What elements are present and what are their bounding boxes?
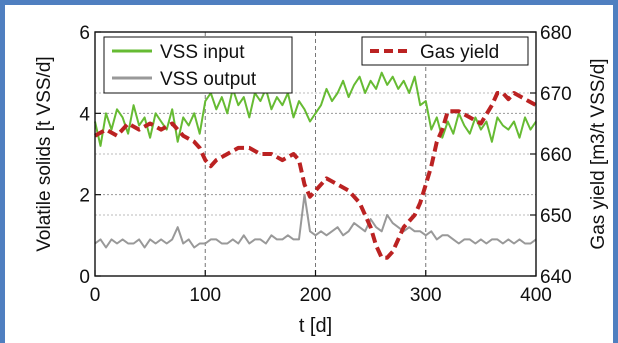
- y2-tick-label: 640: [540, 267, 572, 288]
- y-tick-label: 4: [79, 104, 90, 125]
- y2-tick-label: 650: [540, 206, 572, 227]
- x-tick-label: 300: [410, 285, 442, 306]
- legend-label-vss-output: VSS output: [160, 69, 257, 90]
- y2-tick-label: 680: [540, 23, 572, 44]
- y2-tick-label: 660: [540, 145, 572, 166]
- tick-layer: 0 100 200 300 400 0 2 4 6 640 650 660 670 680: [79, 23, 571, 306]
- y-tick-label: 2: [79, 186, 90, 207]
- series-line-vss-input: [94, 71, 537, 147]
- y-axis-label: Volatile solids [t VSS/d]: [34, 56, 55, 251]
- x-tick-label: 0: [90, 285, 101, 306]
- y-tick-label: 6: [79, 23, 90, 44]
- x-tick-label: 200: [300, 285, 332, 306]
- series-line-vss-output: [94, 193, 537, 249]
- legend-label-vss-input: VSS input: [160, 42, 245, 63]
- series-line-gas-yield: [94, 91, 537, 260]
- y2-tick-label: 670: [540, 84, 572, 105]
- legend-left-box: [103, 36, 293, 94]
- legend-label-gas-yield: Gas yield: [420, 42, 499, 63]
- x-tick-label: 400: [520, 285, 552, 306]
- y-tick-label: 0: [79, 267, 90, 288]
- x-tick-label: 100: [189, 285, 221, 306]
- x-axis-label: t [d]: [299, 315, 332, 337]
- series-layer: [94, 71, 537, 260]
- legend-left: VSS input VSS output: [103, 36, 293, 94]
- legend-right: Gas yield: [361, 36, 529, 66]
- y2-axis-label: Gas yield [m3/t VSS/d]: [588, 58, 609, 249]
